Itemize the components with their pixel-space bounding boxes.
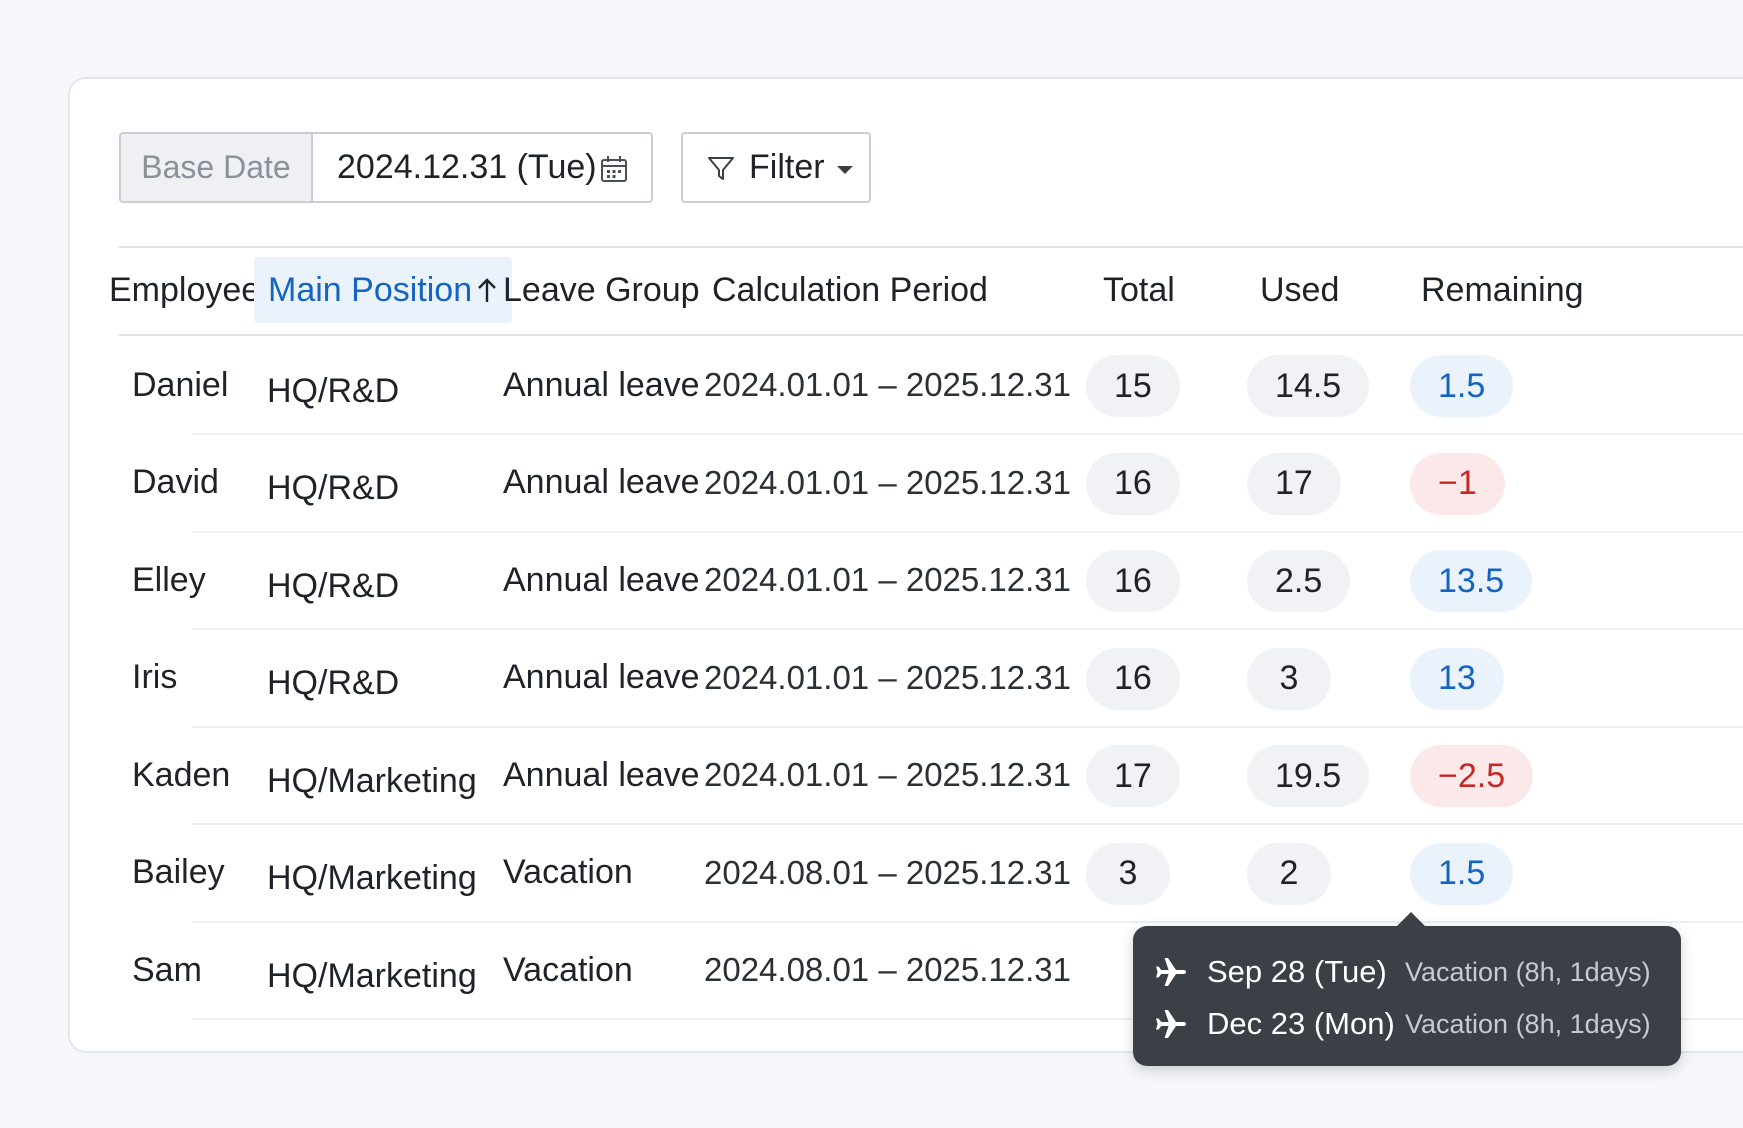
base-date-value: 2024.12.31 (Tue): [337, 148, 597, 186]
tooltip-description: Vacation (8h, 1days): [1405, 1008, 1651, 1039]
column-header-label: Total: [1103, 270, 1175, 309]
airplane-icon: [1156, 1010, 1186, 1038]
total-badge: 3: [1086, 842, 1170, 905]
funnel-icon: [708, 156, 734, 180]
row-divider: [192, 433, 1743, 435]
calculation-period: 2024.08.01 – 2025.12.31: [704, 853, 1072, 891]
column-header-remaining[interactable]: Remaining: [1421, 257, 1584, 323]
leave-group: Vacation: [503, 853, 633, 891]
leave-group: Annual leave: [503, 658, 700, 696]
row-divider: [192, 530, 1743, 533]
total-badge: 16: [1086, 647, 1180, 710]
leave-group: Annual leave: [503, 365, 700, 404]
base-date-input[interactable]: 2024.12.31 (Tue): [313, 134, 651, 201]
base-date-label: Base Date: [121, 134, 313, 201]
employee-name: Bailey: [132, 853, 225, 891]
table-row[interactable]: Daniel HQ/R&D Annual leave 2024.01.01 – 202…: [70, 337, 1743, 435]
table-top-divider: [119, 246, 1743, 248]
total-badge: 16: [1086, 452, 1180, 515]
employee-name: David: [132, 463, 219, 501]
calculation-period: 2024.01.01 – 2025.12.31: [704, 463, 1072, 501]
remaining-badge: 1.5: [1410, 842, 1514, 905]
main-position: HQ/R&D: [267, 371, 400, 410]
table-row[interactable]: Iris HQ/R&D Annual leave 2024.01.01 – 2025.…: [70, 630, 1743, 728]
row-divider: [192, 1018, 1743, 1020]
tooltip-item: Sep 28 (Tue) Vacation (8h, 1days): [1133, 946, 1681, 998]
used-badge[interactable]: 3: [1247, 647, 1331, 710]
main-position: HQ/Marketing: [267, 761, 477, 800]
column-header-label: Calculation Period: [712, 270, 988, 309]
column-header-calculation-period[interactable]: Calculation Period: [712, 257, 988, 323]
table-row[interactable]: David HQ/R&D Annual leave 2024.01.01 – 2025…: [70, 435, 1743, 533]
column-header-label: Leave Group: [503, 270, 700, 309]
main-position: HQ/R&D: [267, 469, 400, 507]
remaining-badge: 1.5: [1410, 355, 1514, 417]
main-position: HQ/Marketing: [267, 859, 477, 897]
remaining-badge: 13.5: [1410, 550, 1533, 612]
sort-ascending-icon: [478, 278, 496, 302]
table-row[interactable]: Bailey HQ/Marketing Vacation 2024.08.01 – 2…: [70, 825, 1743, 923]
column-header-employee[interactable]: Employee: [109, 257, 260, 323]
leave-group: Annual leave: [503, 560, 700, 599]
table-row[interactable]: Elley HQ/R&D Annual leave 2024.01.01 – 2025…: [70, 532, 1743, 630]
used-badge[interactable]: 19.5: [1247, 745, 1370, 807]
calculation-period: 2024.08.01 – 2025.12.31: [704, 951, 1072, 988]
remaining-badge: 13: [1410, 647, 1504, 710]
column-header-label: Employee: [109, 270, 261, 309]
used-leave-tooltip: Sep 28 (Tue) Vacation (8h, 1days) Dec 23…: [1133, 912, 1681, 1066]
remaining-badge: −2.5: [1410, 745, 1534, 807]
row-divider: [192, 823, 1743, 825]
row-divider: [192, 725, 1743, 728]
chevron-down-icon: [836, 165, 853, 174]
tooltip-description: Vacation (8h, 1days): [1405, 956, 1651, 987]
column-header-label: Used: [1260, 270, 1340, 309]
employee-name: Elley: [132, 560, 206, 599]
employee-name: Iris: [132, 658, 178, 696]
column-header-total[interactable]: Total: [1103, 257, 1175, 323]
base-date-picker[interactable]: Base Date 2024.12.31 (Tue): [119, 132, 653, 203]
used-badge[interactable]: 14.5: [1247, 355, 1370, 417]
employee-name: Kaden: [132, 755, 231, 794]
leave-group: Annual leave: [503, 463, 700, 501]
leave-balance-card: Base Date 2024.12.31 (Tue) Filter E: [68, 77, 1743, 1053]
row-divider: [192, 920, 1743, 923]
calculation-period: 2024.01.01 – 2025.12.31: [704, 366, 1072, 403]
main-position: HQ/Marketing: [267, 956, 477, 995]
total-badge: 15: [1086, 355, 1180, 417]
column-header-label: Main Position: [268, 270, 473, 309]
table-row[interactable]: Kaden HQ/Marketing Annual leave 2024.01.01 …: [70, 727, 1743, 825]
used-badge[interactable]: 2.5: [1247, 550, 1351, 612]
total-badge: 17: [1086, 745, 1180, 807]
remaining-badge: −1: [1410, 452, 1505, 515]
main-position: HQ/R&D: [267, 566, 400, 605]
leave-group: Annual leave: [503, 755, 700, 794]
filter-label: Filter: [749, 148, 825, 186]
column-header-main-position[interactable]: Main Position: [254, 257, 513, 323]
leave-group: Vacation: [503, 950, 633, 989]
calendar-icon[interactable]: [599, 154, 629, 184]
column-header-leave-group[interactable]: Leave Group: [503, 257, 700, 323]
used-badge[interactable]: 17: [1247, 452, 1341, 515]
calculation-period: 2024.01.01 – 2025.12.31: [704, 756, 1072, 793]
employee-name: Daniel: [132, 365, 229, 404]
used-badge[interactable]: 2: [1247, 842, 1331, 905]
column-header-used[interactable]: Used: [1260, 257, 1339, 323]
calculation-period: 2024.01.01 – 2025.12.31: [704, 658, 1072, 696]
row-divider: [192, 628, 1743, 630]
tooltip-date: Dec 23 (Mon): [1207, 1006, 1395, 1041]
airplane-icon: [1156, 958, 1186, 986]
employee-name: Sam: [132, 950, 202, 989]
tooltip-item: Dec 23 (Mon) Vacation (8h, 1days): [1133, 998, 1681, 1050]
table-header-divider: [119, 334, 1743, 336]
table-row[interactable]: Sam HQ/Marketing Vacation 2024.08.01 – 2025…: [70, 922, 1743, 1020]
tooltip-date: Sep 28 (Tue): [1207, 954, 1387, 989]
column-header-label: Remaining: [1421, 270, 1584, 309]
calculation-period: 2024.01.01 – 2025.12.31: [704, 561, 1072, 598]
main-position: HQ/R&D: [267, 664, 400, 702]
filter-button[interactable]: Filter: [681, 132, 871, 203]
total-badge: 16: [1086, 550, 1180, 612]
